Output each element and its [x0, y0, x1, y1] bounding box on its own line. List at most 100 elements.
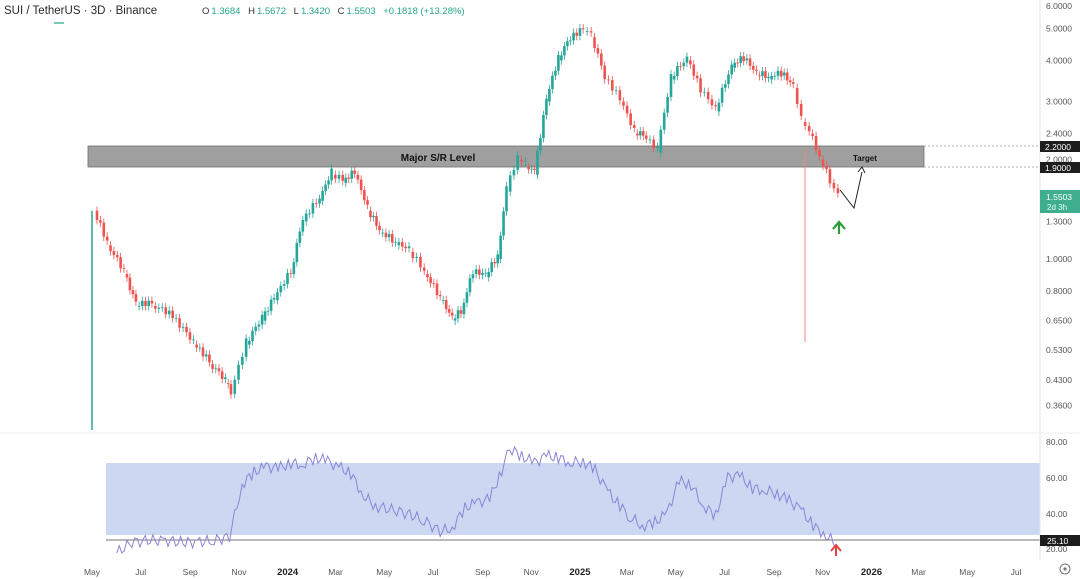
price-tick-label: 0.6500	[1046, 316, 1072, 326]
candle-body	[481, 272, 484, 275]
candle-body	[372, 215, 375, 218]
candle-body	[292, 262, 296, 275]
target-projection-arrow	[839, 171, 863, 210]
candle-body	[641, 131, 645, 136]
time-tick-label: Jul	[135, 567, 146, 577]
time-tick-label: Sep	[183, 567, 198, 577]
candle-body	[144, 300, 147, 307]
candle-body	[717, 102, 721, 112]
candle-body	[767, 76, 770, 79]
candle-body	[659, 129, 663, 153]
candle-body	[776, 70, 780, 76]
time-tick-label: Jul	[719, 567, 730, 577]
candle-body	[441, 300, 445, 301]
candle-body	[764, 71, 767, 79]
candle-body	[669, 74, 673, 97]
time-tick-label: Mar	[911, 567, 926, 577]
high-label: H	[248, 6, 255, 17]
candle-body	[195, 344, 198, 348]
candle-body	[229, 384, 233, 395]
candle-body	[828, 169, 832, 184]
candle-body	[465, 292, 469, 303]
candle-body	[438, 295, 442, 297]
candle-body	[344, 177, 348, 183]
price-candles	[91, 23, 840, 430]
candle-body	[836, 188, 840, 194]
rsi-line	[116, 445, 839, 554]
candle-body	[799, 104, 803, 116]
candle-body	[217, 368, 221, 372]
candle-body	[745, 58, 749, 61]
candle-body	[807, 125, 811, 132]
candle-body	[533, 168, 536, 170]
candle-body	[419, 256, 422, 268]
candle-body	[450, 312, 454, 316]
candle-body	[415, 256, 418, 259]
candle-body	[119, 257, 122, 269]
major-sr-zone	[87, 145, 925, 168]
candle-body	[314, 202, 318, 204]
candle-body	[685, 56, 689, 63]
candle-body	[751, 65, 755, 70]
candle-body	[429, 277, 432, 284]
candle-body	[248, 341, 251, 345]
candle-body	[131, 290, 135, 295]
candle-body	[263, 311, 267, 321]
candle-body	[566, 41, 569, 47]
candle-body	[407, 246, 411, 249]
candle-body	[662, 112, 666, 130]
candle-body	[478, 269, 481, 275]
candle-body	[347, 177, 351, 179]
candle-body	[220, 371, 224, 379]
candle-body	[254, 326, 258, 331]
candle-body	[825, 165, 828, 170]
candle-body	[301, 220, 305, 232]
candle-body	[224, 377, 227, 379]
candle-body	[487, 271, 491, 278]
candle-body	[115, 255, 119, 258]
candle-body	[539, 138, 542, 151]
candle-body	[356, 174, 360, 180]
candle-body	[832, 182, 836, 189]
rsi-tag-bg	[1040, 535, 1080, 546]
candle-body	[324, 184, 327, 191]
candle-body	[596, 48, 600, 54]
rsi-tick-label: 20.00	[1046, 544, 1068, 554]
candle-body	[198, 347, 202, 349]
candle-body	[614, 90, 618, 92]
time-tick-label: Nov	[524, 567, 540, 577]
candle-body	[821, 159, 825, 166]
high-value: 1.5672	[257, 6, 286, 17]
candle-body	[672, 75, 676, 80]
candle-body	[695, 75, 699, 79]
time-tick-label: Nov	[815, 567, 831, 577]
low-value: 1.3420	[301, 6, 330, 17]
change-value: +0.1818 (+13.28%)	[383, 6, 464, 17]
lower-price-tag: 1.9000	[1045, 163, 1071, 173]
candle-body	[730, 64, 733, 75]
close-value: 1.5503	[347, 6, 376, 17]
candle-body	[394, 241, 397, 243]
target-label: Target	[853, 154, 877, 163]
candle-body	[171, 310, 174, 319]
price-tick-label: 1.0000	[1046, 254, 1072, 264]
candle-body	[308, 213, 311, 215]
candle-body	[524, 161, 527, 163]
candle-body	[298, 231, 302, 243]
candle-body	[444, 300, 448, 310]
candle-body	[644, 135, 648, 139]
candle-body	[557, 55, 560, 71]
gear-icon[interactable]	[1059, 563, 1071, 575]
candle-body	[366, 200, 369, 205]
candle-body	[551, 75, 554, 89]
red-up-arrow	[830, 543, 842, 556]
price-tick-label: 6.0000	[1046, 1, 1072, 11]
candle-body	[109, 245, 112, 252]
candle-body	[508, 175, 512, 192]
price-tick-label: 3.0000	[1046, 97, 1072, 107]
time-tick-label: 2026	[861, 567, 882, 578]
candle-body	[600, 53, 603, 66]
candle-body	[181, 326, 185, 328]
countdown-tag: 2d 3h	[1047, 203, 1067, 212]
